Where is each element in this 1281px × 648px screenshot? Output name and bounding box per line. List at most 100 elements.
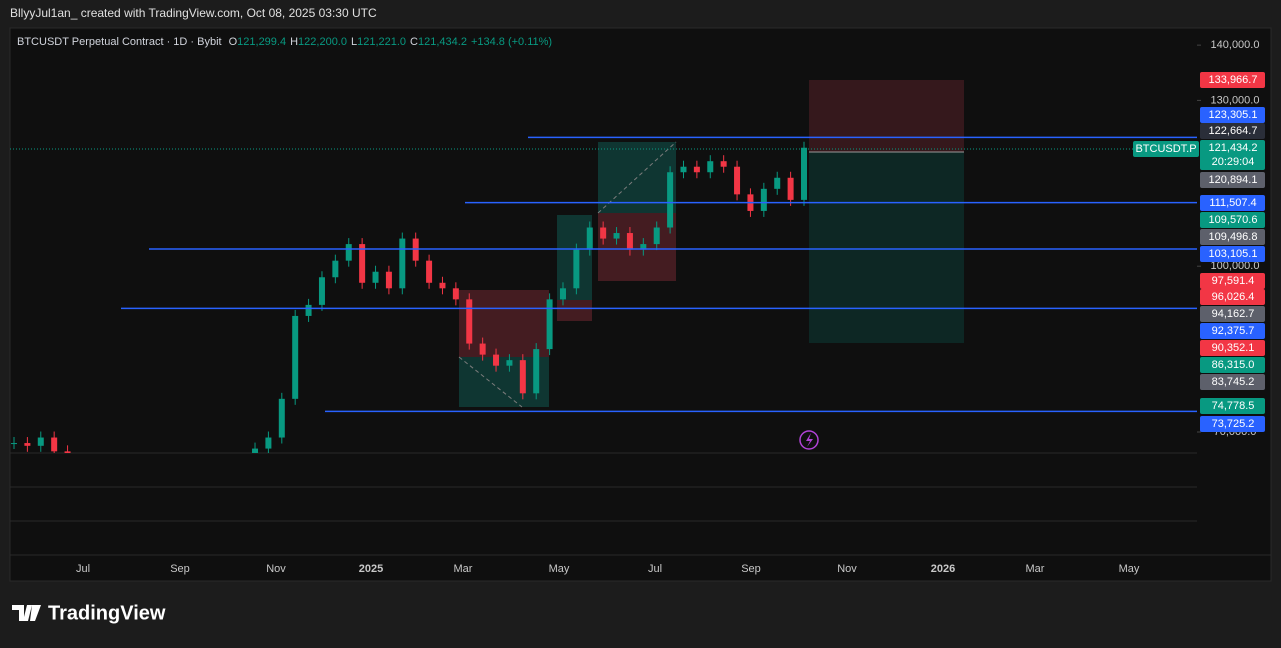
- price-label: 73,725.2: [1212, 418, 1255, 430]
- legend-value: 121,299.4: [237, 36, 286, 48]
- candle: [64, 451, 71, 453]
- candle: [533, 349, 540, 394]
- candle: [426, 260, 433, 283]
- price-label: 92,375.7: [1212, 325, 1255, 337]
- price-label-bg: [1200, 340, 1265, 356]
- candle: [399, 238, 406, 289]
- x-tick-label: 2026: [931, 563, 955, 575]
- short-box: [598, 213, 676, 281]
- caption: BllyyJul1an_ created with TradingView.co…: [10, 6, 377, 20]
- candle: [385, 271, 392, 289]
- candle: [653, 227, 660, 245]
- candles: [11, 141, 807, 453]
- candle: [667, 172, 674, 228]
- price-label: 111,507.4: [1209, 197, 1256, 209]
- price-label: 109,570.6: [1209, 214, 1258, 226]
- price-label-bg: [1200, 357, 1265, 373]
- price-label: 90,352.1: [1212, 342, 1255, 354]
- x-tick-label: Sep: [741, 563, 761, 575]
- candle: [626, 233, 633, 250]
- candle: [359, 244, 366, 283]
- candle: [707, 161, 714, 173]
- candle: [680, 166, 687, 173]
- horizontal-lines: [121, 136, 1197, 413]
- candle: [573, 249, 580, 289]
- time-axis: Jul Sep Nov 2025 Mar May Jul Sep Nov 2026 Mar May: [76, 563, 1140, 575]
- candle: [265, 437, 272, 449]
- price-label-bg: [1200, 289, 1265, 305]
- x-tick-label: May: [1119, 563, 1140, 575]
- candle: [600, 227, 607, 239]
- price-label: 109,496.8: [1209, 231, 1258, 243]
- y-tick-label: 130,000.0: [1211, 94, 1260, 106]
- price-label: 120,894.1: [1209, 174, 1258, 186]
- candle: [479, 343, 486, 355]
- price-label-bg: [1200, 172, 1265, 188]
- x-tick-label: Sep: [170, 563, 190, 575]
- candle: [292, 315, 299, 399]
- legend-value: 122,200.0: [298, 36, 347, 48]
- price-label: 103,105.1: [1209, 248, 1258, 260]
- candle: [720, 161, 727, 167]
- candle: [345, 244, 352, 261]
- candle: [11, 443, 17, 445]
- y-tick-label: 140,000.0: [1211, 39, 1260, 51]
- candle: [546, 299, 553, 350]
- candle: [519, 360, 526, 394]
- price-label-bg: [1200, 306, 1265, 322]
- countdown: 20:29:04: [1212, 156, 1255, 168]
- price-label-bg: [1200, 229, 1265, 245]
- legend-key: C: [410, 36, 418, 48]
- event-icon[interactable]: [799, 430, 819, 450]
- price-label-bg: [1200, 212, 1265, 228]
- price-label-bg: [1200, 107, 1265, 123]
- price-label-bg: [1200, 140, 1265, 170]
- candle: [51, 437, 58, 452]
- candle: [252, 448, 259, 453]
- price-label: 74,778.5: [1212, 400, 1255, 412]
- symbol-tag-bg: [1133, 141, 1199, 157]
- event-icon-bolt: [806, 433, 813, 447]
- candle: [318, 277, 325, 305]
- candle: [439, 282, 446, 289]
- candle: [493, 354, 500, 366]
- candle: [278, 398, 285, 438]
- long-box: [809, 152, 964, 343]
- price-label: 133,966.7: [1209, 74, 1258, 86]
- brand: TradingView: [12, 602, 166, 624]
- candle: [506, 360, 513, 366]
- price-label-bg: [1200, 72, 1265, 88]
- x-tick-label: Jul: [76, 563, 90, 575]
- chart-pane: [9, 27, 1272, 582]
- price-label: 123,305.1: [1209, 109, 1258, 121]
- candle: [452, 288, 459, 300]
- price-label-bg: [1200, 398, 1265, 414]
- candle: [372, 271, 379, 283]
- brand-text: TradingView: [48, 602, 166, 624]
- candle: [760, 188, 767, 211]
- legend-key: O: [229, 36, 238, 48]
- candle: [787, 177, 794, 200]
- symbol: BTCUSDT Perpetual Contract · 1D · Bybit: [17, 36, 222, 48]
- x-tick-label: Mar: [1026, 563, 1045, 575]
- legend-key: H: [290, 36, 298, 48]
- candle: [332, 260, 339, 278]
- legend: BTCUSDT Perpetual Contract · 1D · Bybit O…: [17, 36, 552, 48]
- x-tick-label: Mar: [454, 563, 473, 575]
- candle: [305, 304, 312, 316]
- y-tick-label: 100,000.0: [1211, 260, 1260, 272]
- candle: [559, 288, 566, 300]
- candle: [613, 233, 620, 239]
- dashed-path: [597, 141, 677, 214]
- candle: [37, 437, 44, 446]
- price-label-bg: [1200, 323, 1265, 339]
- price-label-bg: [1200, 374, 1265, 390]
- price-label: 121,434.2: [1209, 142, 1258, 154]
- legend-key: L: [351, 36, 357, 48]
- price-label-bg: [1200, 273, 1265, 289]
- candle: [801, 147, 807, 200]
- candle: [466, 299, 473, 344]
- price-label-bg: [1200, 195, 1265, 211]
- candle: [24, 443, 31, 446]
